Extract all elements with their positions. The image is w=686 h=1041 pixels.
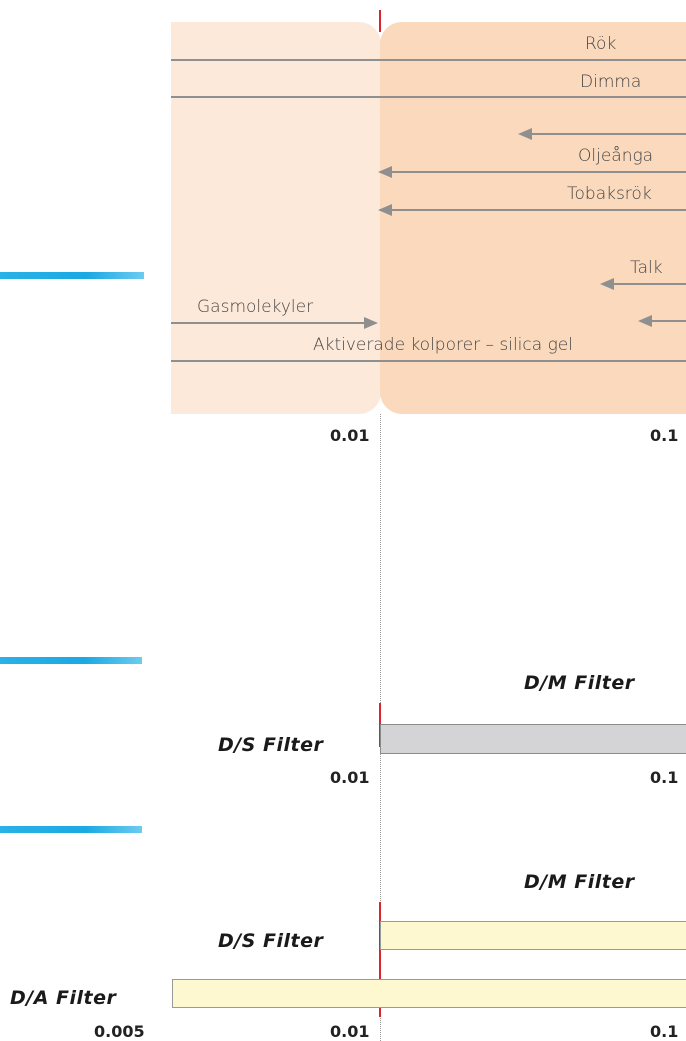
ds-filter-label-s3: D/S Filter xyxy=(218,930,324,952)
da-filter-bar-s3 xyxy=(172,979,686,1008)
section-marker-3 xyxy=(0,826,142,833)
marker-0-01-top xyxy=(379,10,381,32)
range-panel-left xyxy=(171,22,381,414)
marker-0-01-s3 xyxy=(379,902,381,1017)
tick-0-1-s1: 0.1 xyxy=(650,426,679,445)
label-oljeanga: Oljeånga xyxy=(578,146,654,166)
particle-lines xyxy=(171,59,686,362)
talk-arrow-head xyxy=(600,278,614,290)
tick-0-1-s3: 0.1 xyxy=(650,1022,679,1041)
label-aktiverade: Aktiverade kolporer – silica gel xyxy=(313,335,573,355)
section-marker-1 xyxy=(0,272,144,279)
ds-filter-bar-s3 xyxy=(380,921,686,950)
label-rok: Rök xyxy=(585,34,617,54)
tick-0-1-s2: 0.1 xyxy=(650,768,679,787)
label-talk: Talk xyxy=(630,258,663,278)
range-panel-right xyxy=(380,22,686,414)
ds-filter-label-s2: D/S Filter xyxy=(218,734,324,756)
label-dimma: Dimma xyxy=(580,72,642,92)
oljeanga-arrow-head xyxy=(378,166,392,178)
tobaksrok-arrow-head xyxy=(378,204,392,216)
label-gasmolekyler: Gasmolekyler xyxy=(197,297,314,317)
arrow-head-7 xyxy=(638,315,652,327)
dm-filter-label-s3: D/M Filter xyxy=(524,871,635,893)
dm-filter-label-s2: D/M Filter xyxy=(524,672,635,694)
marker-0-01-s2 xyxy=(379,703,381,747)
gasmolekyler-arrow-head xyxy=(364,317,378,329)
da-filter-label-s3: D/A Filter xyxy=(10,987,117,1009)
label-tobaksrok: Tobaksrök xyxy=(567,184,652,204)
tick-0-01-s1: 0.01 xyxy=(330,426,370,445)
tick-0-005-s3: 0.005 xyxy=(94,1022,145,1041)
tick-0-01-s2: 0.01 xyxy=(330,768,370,787)
arrow-head-3 xyxy=(518,128,532,140)
tick-0-01-s3: 0.01 xyxy=(330,1022,370,1041)
section-marker-2 xyxy=(0,657,142,664)
ds-filter-bar-s2 xyxy=(380,724,686,754)
